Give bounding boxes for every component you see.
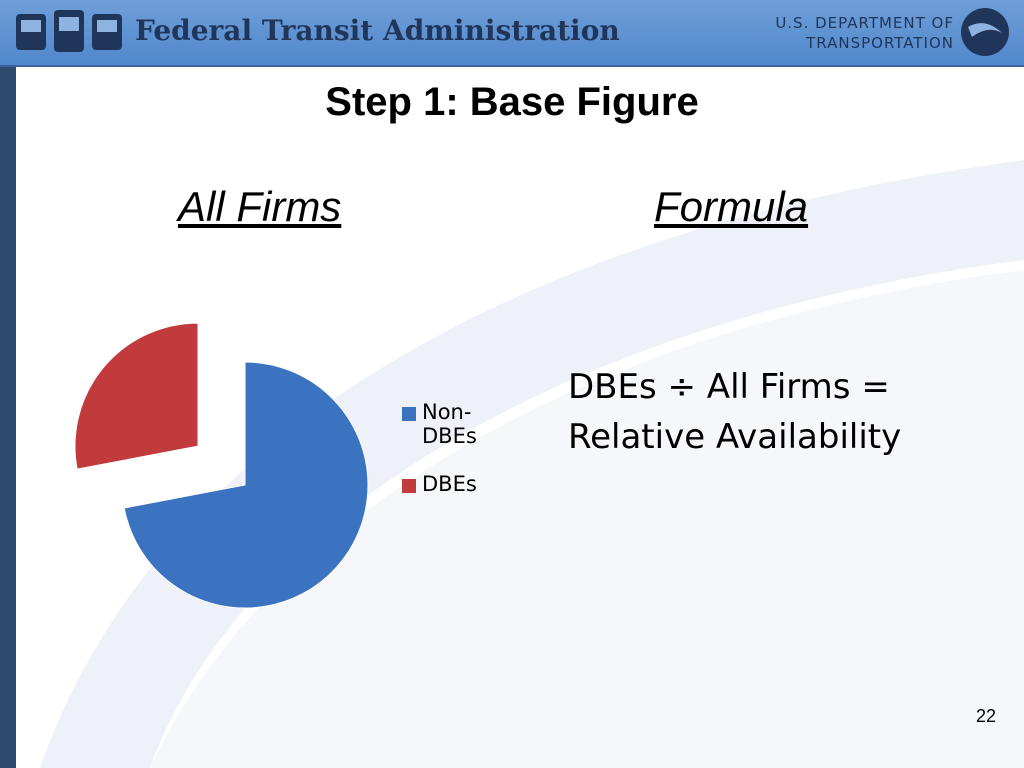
legend-label: DBEs <box>422 472 477 496</box>
formula-text: DBEs ÷ All Firms = Relative Availability <box>568 367 902 457</box>
department-line: TRANSPORTATION <box>806 34 954 52</box>
agency-name: Federal Transit Administration <box>135 14 620 47</box>
pie-slice <box>123 361 369 609</box>
department-line: U.S. DEPARTMENT OF <box>775 14 954 32</box>
dot-logo <box>961 8 1009 56</box>
side-strip <box>0 67 16 768</box>
column-heading: All Firms <box>178 183 342 230</box>
header-bar: Federal Transit Administration U.S. DEPA… <box>0 0 1024 67</box>
page-number: 22 <box>975 706 996 726</box>
legend-swatch <box>402 479 416 493</box>
legend-label: Non-DBEs <box>422 400 477 448</box>
legend-swatch <box>402 407 416 421</box>
slide-title: Step 1: Base Figure <box>325 80 699 124</box>
pie-slice <box>74 322 199 470</box>
column-heading: Formula <box>654 183 809 230</box>
logo-icons <box>16 10 122 52</box>
legend-entry: Non-DBEs <box>402 400 482 448</box>
legend-entry: DBEs <box>402 472 482 496</box>
